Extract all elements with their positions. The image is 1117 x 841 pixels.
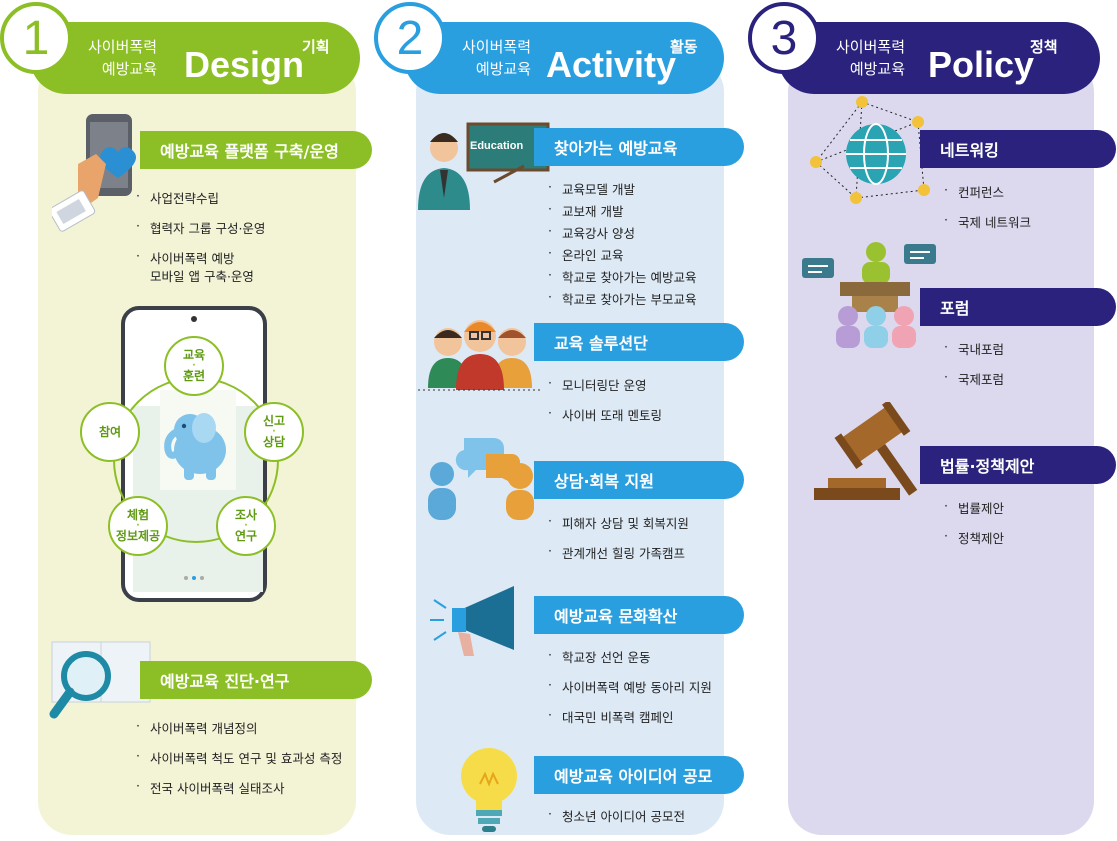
list-item: 학교장 선언 운동 bbox=[548, 647, 712, 677]
list-item: 관계개선 힐링 가족캠프 bbox=[548, 543, 689, 573]
policy-title-kor: 정책 bbox=[1030, 38, 1058, 56]
section-culture-spread: 예방교육 문화확산 bbox=[534, 596, 744, 634]
camera-icon bbox=[191, 316, 197, 322]
step-number-1: 1 bbox=[0, 2, 72, 74]
list-item: 교육강사 양성 bbox=[548, 223, 696, 245]
list-item: 국제 네트워크 bbox=[944, 212, 1031, 242]
networking-list: 컨퍼런스 국제 네트워크 bbox=[944, 182, 1031, 242]
law-policy-list: 법률제안 정책제안 bbox=[944, 498, 1004, 558]
forum-podium-icon bbox=[802, 242, 936, 348]
list-item: 전국 사이버폭력 실태조사 bbox=[136, 778, 342, 808]
step-number-2: 2 bbox=[374, 2, 446, 74]
circle-participation: 참여 bbox=[80, 402, 140, 462]
circle-report: 신고 · 상담 bbox=[244, 402, 304, 462]
subtitle-line2: 예방교육 bbox=[849, 60, 906, 78]
list-item: 사이버폭력 예방 동아리 지원 bbox=[548, 677, 712, 707]
visiting-education-list: 교육모델 개발 교보재 개발 교육강사 양성 온라인 교육 학교로 찾아가는 예… bbox=[548, 179, 696, 311]
research-list: 사이버폭력 개념정의 사이버폭력 척도 연구 및 효과성 측정 전국 사이버폭력… bbox=[136, 718, 342, 808]
circle-research: 조사 · 연구 bbox=[216, 496, 276, 556]
megaphone-icon bbox=[430, 586, 514, 656]
teacher-icon bbox=[418, 122, 550, 210]
circle-education: 교육 · 훈련 bbox=[164, 336, 224, 396]
activity-title: Activity bbox=[546, 44, 677, 85]
list-item: 사업전략수립 bbox=[136, 188, 265, 218]
list-item: 사이버폭력 개념정의 bbox=[136, 718, 342, 748]
circle-label: 체험 bbox=[126, 508, 150, 522]
list-item: 교육모델 개발 bbox=[548, 179, 696, 201]
circle-label: 상담 bbox=[262, 435, 286, 449]
design-subtitle: 사이버폭력 예방교육 bbox=[88, 36, 157, 80]
list-item: 법률제안 bbox=[944, 498, 1004, 528]
page-dot bbox=[184, 576, 188, 580]
list-item: 모바일 앱 구축·운영 bbox=[150, 269, 254, 284]
activity-header: 사이버폭력 예방교육 Activity 활동 bbox=[404, 22, 724, 94]
section-idea-contest: 예방교육 아이디어 공모 bbox=[534, 756, 744, 794]
design-title: Design bbox=[184, 44, 305, 85]
page-dot bbox=[192, 576, 196, 580]
step-number-3: 3 bbox=[748, 2, 820, 74]
elephant-icon bbox=[164, 413, 226, 480]
list-item: 사이버 또래 멘토링 bbox=[548, 405, 662, 435]
list-item: 국내포럼 bbox=[944, 339, 1004, 369]
list-item: 학교로 찾아가는 부모교육 bbox=[548, 289, 696, 311]
activity-title-kor: 활동 bbox=[670, 38, 698, 56]
list-item: 피해자 상담 및 회복지원 bbox=[548, 513, 689, 543]
section-research: 예방교육 진단·연구 bbox=[140, 661, 372, 699]
design-title-kor: 기획 bbox=[302, 38, 330, 56]
circle-label: 참여 bbox=[98, 424, 122, 439]
policy-title: Policy bbox=[928, 44, 1035, 85]
section-visiting-education: 찾아가는 예방교육 bbox=[534, 128, 744, 166]
counseling-icon bbox=[428, 438, 534, 520]
circle-label: 신고 bbox=[262, 414, 286, 428]
list-item: 컨퍼런스 bbox=[944, 182, 1031, 212]
circle-experience: 체험 · 정보제공 bbox=[108, 496, 168, 556]
network-globe-icon bbox=[810, 96, 930, 204]
culture-spread-list: 학교장 선언 운동 사이버폭력 예방 동아리 지원 대국민 비폭력 캠페인 bbox=[548, 647, 712, 737]
section-platform: 예방교육 플랫폼 구축/운영 bbox=[140, 131, 372, 169]
circle-label: 조사 bbox=[234, 508, 258, 522]
list-item: 온라인 교육 bbox=[548, 245, 696, 267]
gavel-icon bbox=[814, 402, 918, 500]
design-header: 사이버폭력 예방교육 Design 기획 bbox=[30, 22, 360, 94]
section-forum: 포럼 bbox=[920, 288, 1116, 326]
list-item: 협력자 그룹 구성·운영 bbox=[136, 218, 265, 248]
phone-hand-icon bbox=[52, 114, 136, 232]
platform-list: 사업전략수립 협력자 그룹 구성·운영 사이버폭력 예방 모바일 앱 구축·운영 bbox=[136, 188, 265, 296]
section-counseling: 상담·회복 지원 bbox=[534, 461, 744, 499]
policy-subtitle: 사이버폭력 예방교육 bbox=[836, 36, 905, 80]
list-item: 모니터링단 운영 bbox=[548, 375, 662, 405]
board-label: Education bbox=[470, 140, 524, 152]
subtitle-line2: 예방교육 bbox=[101, 60, 158, 78]
magnifier-book-icon bbox=[49, 641, 151, 719]
subtitle-line1: 사이버폭력 bbox=[462, 38, 532, 56]
activity-subtitle: 사이버폭력 예방교육 bbox=[462, 36, 531, 80]
section-solution-team: 교육 솔루션단 bbox=[534, 323, 744, 361]
subtitle-line1: 사이버폭력 bbox=[836, 38, 906, 56]
section-networking: 네트워킹 bbox=[920, 130, 1116, 168]
idea-contest-list: 청소년 아이디어 공모전 bbox=[548, 806, 685, 836]
subtitle-line2: 예방교육 bbox=[475, 60, 532, 78]
group-people-icon bbox=[418, 320, 542, 391]
solution-team-list: 모니터링단 운영 사이버 또래 멘토링 bbox=[548, 375, 662, 435]
list-item: 국제포럼 bbox=[944, 369, 1004, 399]
list-item: 정책제안 bbox=[944, 528, 1004, 558]
counseling-list: 피해자 상담 및 회복지원 관계개선 힐링 가족캠프 bbox=[548, 513, 689, 573]
circle-label: 연구 bbox=[234, 529, 258, 543]
list-item: 사이버폭력 척도 연구 및 효과성 측정 bbox=[136, 748, 342, 778]
list-item: 교보재 개발 bbox=[548, 201, 696, 223]
forum-list: 국내포럼 국제포럼 bbox=[944, 339, 1004, 399]
policy-header: 사이버폭력 예방교육 Policy 정책 bbox=[778, 22, 1100, 94]
list-item: 대국민 비폭력 캠페인 bbox=[548, 707, 712, 737]
circle-label: 정보제공 bbox=[115, 529, 161, 543]
circle-label: 교육 bbox=[182, 348, 206, 362]
list-item: 사이버폭력 예방 bbox=[136, 248, 265, 266]
list-item: 학교로 찾아가는 예방교육 bbox=[548, 267, 696, 289]
circle-label: 훈련 bbox=[182, 369, 206, 383]
section-law-policy: 법률·정책제안 bbox=[920, 446, 1116, 484]
lightbulb-icon bbox=[461, 748, 517, 832]
subtitle-line1: 사이버폭력 bbox=[88, 38, 158, 56]
page-dot bbox=[200, 576, 204, 580]
list-item: 청소년 아이디어 공모전 bbox=[548, 806, 685, 836]
